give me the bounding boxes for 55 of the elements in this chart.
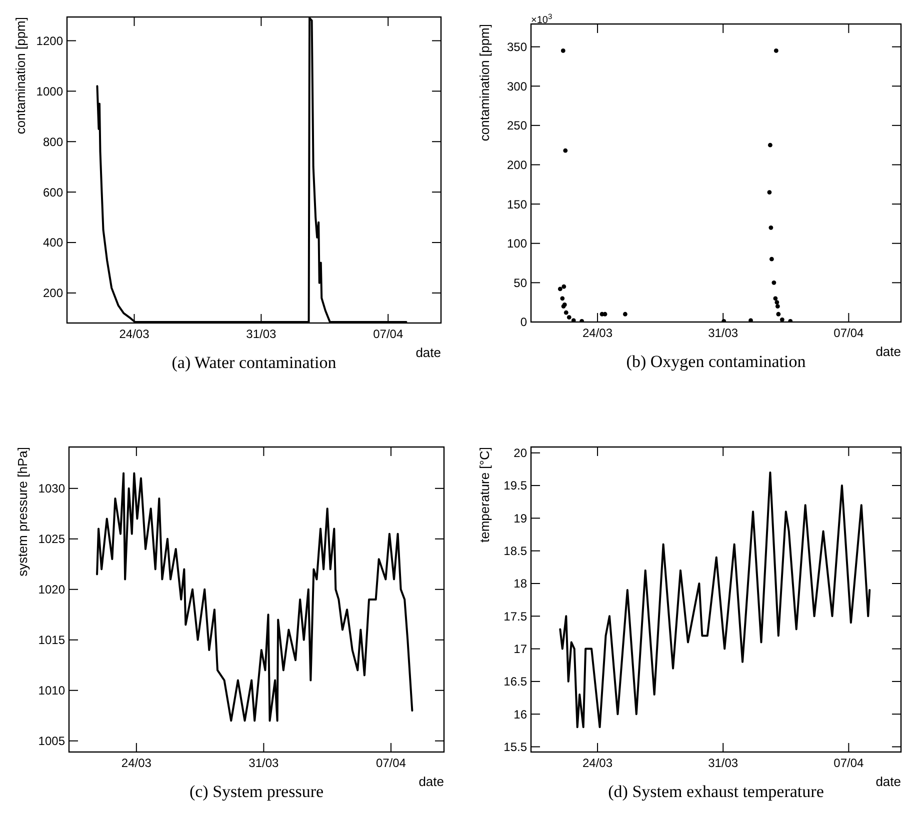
y-axis-title: system pressure [hPa] <box>15 447 30 576</box>
text: (c) System pressure <box>189 782 324 801</box>
y-tick-label: 50 <box>514 276 528 290</box>
y-tick-label: 350 <box>506 40 528 54</box>
y-axis-title: contamination [ppm] <box>13 17 28 134</box>
x-tick-label: 07/04 <box>834 756 864 770</box>
x-tick-label: 24/03 <box>119 327 150 341</box>
y-axis-title: temperature [°C] <box>477 447 492 543</box>
y-tick-label: 200 <box>42 286 64 300</box>
y-axis-title: contamination [ppm] <box>477 24 492 142</box>
text: (d) System exhaust temperature <box>608 782 824 801</box>
y-tick-label: 1200 <box>36 34 64 48</box>
y-tick-label: 17.5 <box>504 609 528 624</box>
y-tick-label: 250 <box>506 118 528 133</box>
y-tick-label: 16.5 <box>504 674 528 689</box>
x-tick-label: 24/03 <box>582 326 613 340</box>
y-tick-label: 1025 <box>38 532 66 546</box>
y-tick-label: 19.5 <box>504 478 528 493</box>
y-tick-label: 100 <box>506 236 528 251</box>
x-tick-label: 31/03 <box>708 326 738 340</box>
y-tick-label: 300 <box>506 79 528 94</box>
x-tick-label: 07/04 <box>376 756 406 770</box>
y-tick-label: 20 <box>514 446 528 460</box>
x-tick-label: 24/03 <box>582 756 613 770</box>
x-tick-label: 24/03 <box>121 756 152 770</box>
y-tick-label: 200 <box>506 158 528 172</box>
x-axis-title: date <box>418 774 444 789</box>
x-tick-label: 31/03 <box>246 327 277 341</box>
y-tick-label: 15.5 <box>504 740 528 754</box>
x-axis-title: date <box>416 345 441 360</box>
y-tick-label: 19 <box>514 511 528 526</box>
y-tick-label: 1000 <box>36 84 64 98</box>
y-tick-label: 1005 <box>38 734 66 748</box>
text: (a) Water contamination <box>172 353 337 372</box>
annotation: ×10$^{3}$ <box>531 12 552 26</box>
y-tick-label: 800 <box>42 134 64 149</box>
y-tick-label: 1015 <box>38 633 66 648</box>
text: (b) Oxygen contamination <box>626 352 806 371</box>
y-tick-label: 600 <box>42 185 64 200</box>
y-tick-label: 18.5 <box>504 544 528 558</box>
y-tick-label: 400 <box>42 236 64 250</box>
y-tick-label: 1030 <box>38 482 66 496</box>
y-tick-label: 1010 <box>38 684 66 698</box>
x-tick-label: 31/03 <box>248 756 280 770</box>
x-tick-label: 07/04 <box>373 327 404 341</box>
y-tick-label: 17 <box>514 642 528 656</box>
y-tick-label: 18 <box>514 576 528 591</box>
y-tick-label: 1020 <box>38 582 66 597</box>
y-tick-label: 16 <box>514 707 528 722</box>
x-axis-title: date <box>876 774 901 789</box>
x-axis-title: date <box>876 344 901 359</box>
y-tick-label: 150 <box>506 197 528 212</box>
x-tick-label: 31/03 <box>708 756 738 770</box>
y-tick-label: 0 <box>520 315 528 330</box>
x-tick-label: 07/04 <box>834 326 864 340</box>
